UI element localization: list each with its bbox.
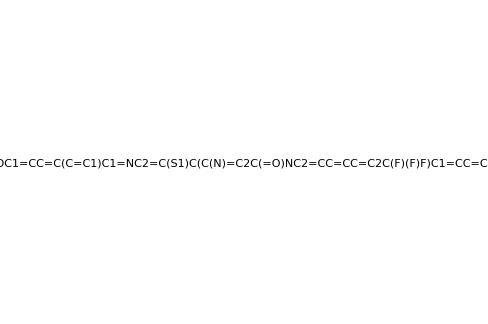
Text: CCOC1=CC=C(C=C1)C1=NC2=C(S1)C(C(N)=C2C(=O)NC2=CC=CC=C2C(F)(F)F)C1=CC=CC=C1: CCOC1=CC=C(C=C1)C1=NC2=C(S1)C(C(N)=C2C(=…	[0, 159, 488, 168]
